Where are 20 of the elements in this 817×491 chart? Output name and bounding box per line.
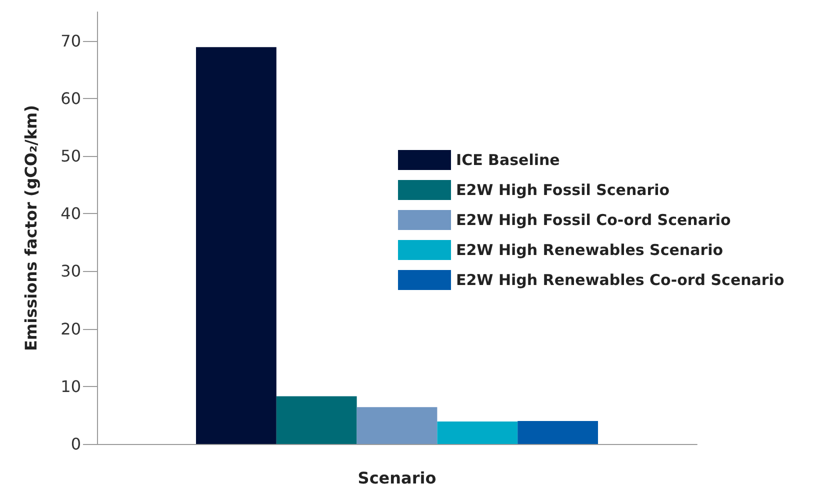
bar xyxy=(356,407,438,444)
x-axis-title: Scenario xyxy=(358,468,436,488)
legend-label: E2W High Fossil Co-ord Scenario xyxy=(456,211,731,229)
y-tick-label: 60 xyxy=(60,88,81,108)
legend-label: ICE Baseline xyxy=(456,151,560,169)
bar xyxy=(196,47,276,444)
y-tick-label: 40 xyxy=(60,204,81,224)
y-tick-label: 10 xyxy=(60,376,81,396)
y-axis-title: Emissions factor (gCO₂/km) xyxy=(22,104,40,352)
y-tick-label: 20 xyxy=(60,319,81,338)
y-tick-label: 30 xyxy=(60,262,81,281)
legend-label: E2W High Fossil Scenario xyxy=(456,181,670,199)
y-tick-label: 0 xyxy=(70,434,81,454)
bar xyxy=(276,396,357,444)
legend-label: E2W High Renewables Co-ord Scenario xyxy=(456,271,784,289)
y-tick-label: 50 xyxy=(60,146,81,166)
bar xyxy=(437,422,518,444)
y-tick-label: 70 xyxy=(60,31,81,50)
bar xyxy=(518,420,598,444)
legend-label: E2W High Renewables Scenario xyxy=(456,241,724,259)
